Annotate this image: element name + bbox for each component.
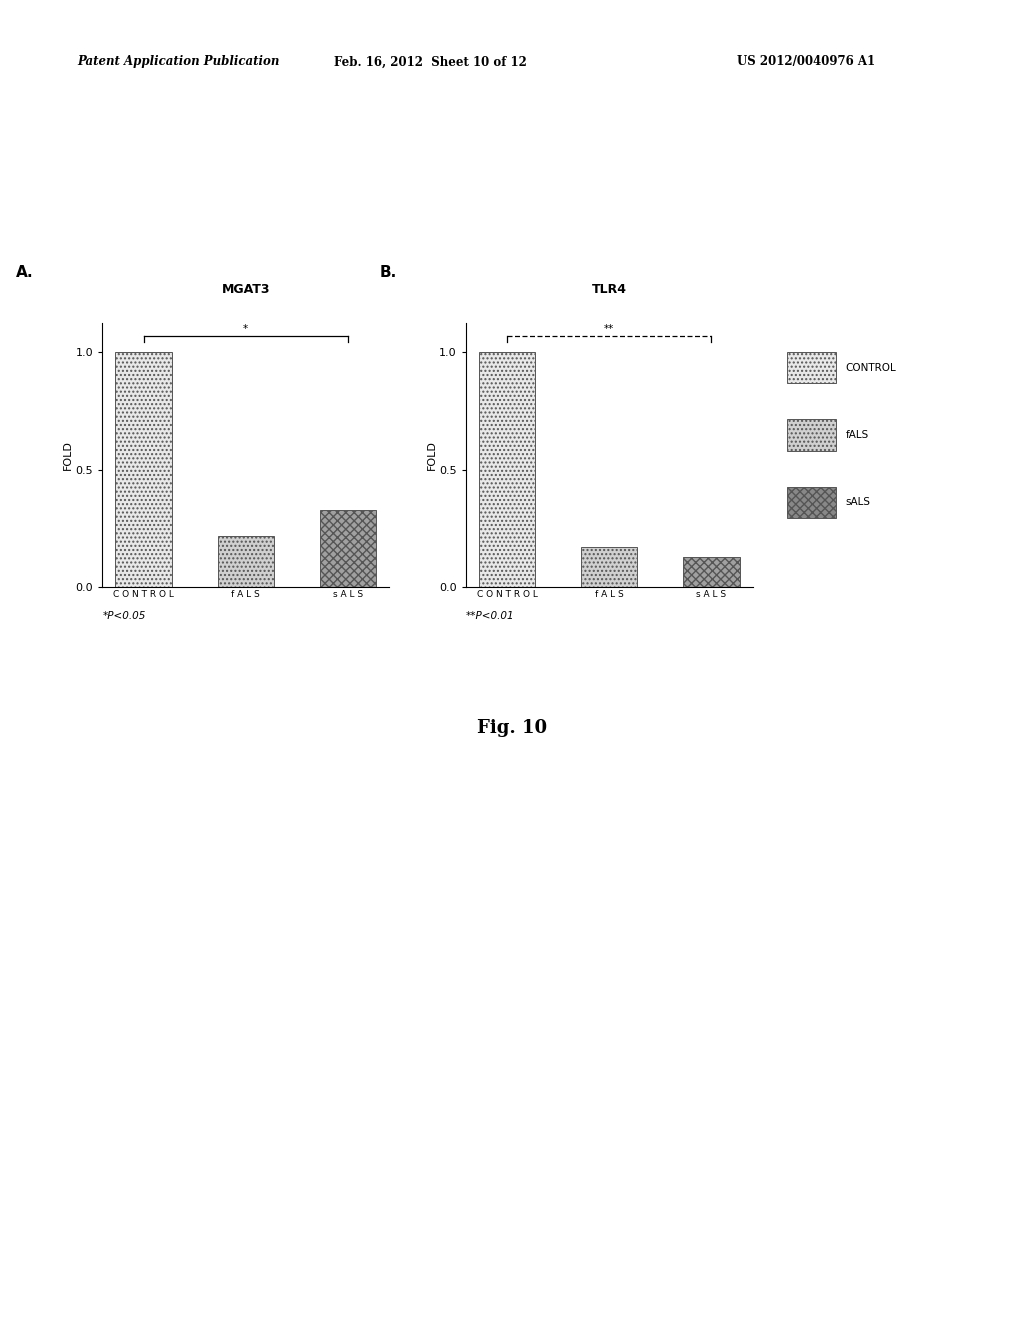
Text: Feb. 16, 2012  Sheet 10 of 12: Feb. 16, 2012 Sheet 10 of 12	[334, 55, 526, 69]
Text: sALS: sALS	[846, 498, 870, 507]
Text: CONTROL: CONTROL	[846, 363, 896, 372]
FancyBboxPatch shape	[786, 420, 836, 451]
Text: Patent Application Publication: Patent Application Publication	[77, 55, 280, 69]
FancyBboxPatch shape	[786, 352, 836, 383]
Text: Fig. 10: Fig. 10	[477, 719, 547, 738]
Text: fALS: fALS	[846, 430, 869, 440]
Bar	[683, 557, 739, 587]
Title: MGAT3: MGAT3	[221, 282, 270, 296]
Text: B.: B.	[380, 265, 397, 280]
Text: *: *	[243, 323, 249, 334]
Text: US 2012/0040976 A1: US 2012/0040976 A1	[737, 55, 876, 69]
Bar	[116, 351, 172, 587]
Bar	[479, 351, 536, 587]
Bar	[218, 536, 273, 587]
Bar	[582, 548, 637, 587]
FancyBboxPatch shape	[786, 487, 836, 519]
Bar	[319, 510, 376, 587]
Text: *P<0.05: *P<0.05	[102, 611, 145, 622]
Text: **P<0.01: **P<0.01	[466, 611, 514, 622]
Text: A.: A.	[16, 265, 34, 280]
Y-axis label: FOLD: FOLD	[426, 441, 436, 470]
Y-axis label: FOLD: FOLD	[62, 441, 73, 470]
Text: **: **	[604, 323, 614, 334]
Title: TLR4: TLR4	[592, 282, 627, 296]
